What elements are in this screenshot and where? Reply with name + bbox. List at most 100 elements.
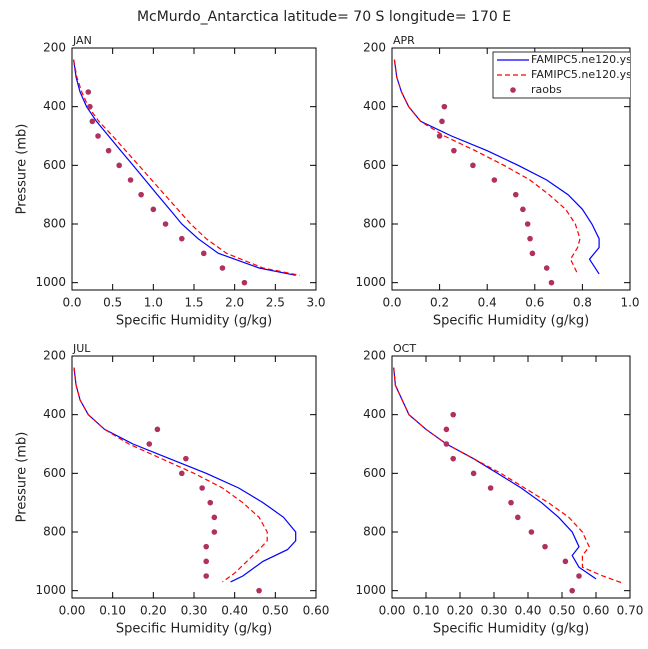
raob-point	[548, 279, 555, 286]
x-tick-label: 0.0	[382, 296, 401, 310]
x-tick-label: 0.30	[481, 604, 508, 618]
raob-point	[85, 89, 92, 95]
y-tick-label: 600	[43, 466, 66, 480]
raob-point	[150, 206, 157, 213]
raob-point	[470, 470, 477, 477]
y-tick-label: 600	[363, 158, 386, 172]
raob-point	[436, 133, 443, 139]
raob-point	[576, 573, 582, 579]
raob-point	[512, 191, 519, 198]
x-tick-label: 0.30	[181, 604, 208, 618]
raob-point	[203, 558, 209, 565]
legend-label: FAMIPC5.ne120.ys	[531, 68, 632, 81]
x-axis-label: Specific Humidity (g/kg)	[433, 314, 589, 329]
profile-line	[73, 367, 297, 583]
raob-point	[203, 573, 209, 579]
raob-point	[127, 177, 134, 183]
y-tick-label: 800	[363, 217, 386, 231]
x-axis-label: Specific Humidity (g/kg)	[433, 622, 589, 637]
raob-point	[450, 455, 457, 462]
plot-frame	[391, 47, 631, 291]
x-tick-label: 2.5	[266, 296, 285, 310]
y-tick-label: 400	[43, 99, 66, 113]
raob-point	[116, 162, 122, 169]
plot-frame	[71, 47, 317, 291]
raob-point	[211, 514, 218, 521]
plot-frame	[391, 355, 631, 599]
y-axis-label: Pressure (mb)	[15, 124, 30, 215]
y-tick-label: 800	[43, 525, 66, 539]
panel: OCT 200 400 600 800 1000 0.00 0.10 0.20 0.30 0.40 0…	[355, 342, 643, 637]
y-tick-label: 1000	[35, 583, 66, 597]
legend: FAMIPC5.ne120.ys FAMIPC5.ne120.ys raobs	[492, 51, 632, 99]
raob-point	[443, 441, 450, 447]
legend-label: raobs	[531, 83, 562, 96]
x-tick-label: 0.20	[140, 604, 167, 618]
y-tick-label: 200	[43, 349, 66, 363]
raob-point	[95, 133, 101, 139]
panel: APR 200 400 600 800 1000 0.0 0.2 0.4 0.6 0.8 1.0 Spe…	[355, 34, 639, 329]
raob-point	[520, 206, 526, 213]
raob-point	[146, 441, 153, 447]
x-tick-label: 0.60	[583, 604, 610, 618]
profile-line	[393, 367, 624, 584]
y-tick-label: 1000	[355, 275, 386, 289]
raob-point	[219, 265, 226, 271]
x-tick-label: 0.0	[62, 296, 81, 310]
x-tick-label: 0.50	[549, 604, 576, 618]
raob-point	[529, 250, 536, 257]
raob-point	[203, 543, 209, 550]
raob-point	[528, 529, 535, 535]
x-tick-label: 1.0	[620, 296, 639, 310]
y-tick-label: 400	[363, 407, 386, 421]
raob-point	[211, 529, 218, 535]
raob-point	[543, 265, 550, 271]
raob-point	[138, 191, 144, 198]
raob-point	[183, 455, 189, 462]
raob-point	[89, 118, 96, 125]
raob-point	[491, 177, 498, 183]
raob-point	[241, 279, 248, 286]
x-tick-label: 0.10	[413, 604, 440, 618]
x-tick-label: 0.5	[103, 296, 122, 310]
raob-point	[487, 485, 494, 491]
raob-point	[207, 499, 214, 506]
x-tick-label: 0.40	[515, 604, 542, 618]
y-tick-label: 600	[43, 158, 66, 172]
x-tick-label: 0.70	[617, 604, 644, 618]
x-tick-label: 0.50	[262, 604, 289, 618]
raob-point	[451, 147, 457, 154]
y-tick-label: 1000	[355, 583, 386, 597]
panel: JAN 200 400 600 800 1000 0.0 0.5 1.0 1.5 2.0 2.5 3.0…	[15, 34, 326, 329]
raob-point	[524, 221, 531, 227]
panel-label: JAN	[72, 34, 92, 47]
x-tick-label: 2.0	[225, 296, 244, 310]
profile-line	[393, 367, 597, 580]
x-tick-label: 0.20	[447, 604, 474, 618]
raob-point	[542, 543, 548, 550]
legend-label: FAMIPC5.ne120.ys	[531, 53, 632, 66]
raob-point	[199, 485, 205, 491]
y-tick-label: 800	[363, 525, 386, 539]
panel-label: APR	[393, 34, 415, 47]
profile-line	[393, 59, 581, 275]
x-tick-label: 0.8	[573, 296, 592, 310]
y-tick-label: 400	[363, 99, 386, 113]
figure-title: McMurdo_Antarctica latitude= 70 S longit…	[137, 9, 511, 25]
plot-frame	[71, 355, 317, 599]
raob-point	[441, 103, 448, 110]
profile-line	[73, 59, 300, 276]
x-tick-label: 0.4	[478, 296, 497, 310]
raob-point	[569, 587, 575, 594]
raob-point	[443, 426, 450, 433]
raob-point	[179, 235, 185, 242]
raob-point	[154, 426, 161, 433]
raob-point	[562, 558, 569, 565]
raob-point	[162, 221, 169, 227]
x-tick-label: 0.6	[525, 296, 544, 310]
profile-line	[73, 59, 296, 276]
x-tick-label: 0.40	[221, 604, 248, 618]
raob-point	[527, 235, 533, 242]
x-tick-label: 0.2	[430, 296, 449, 310]
y-tick-label: 600	[363, 466, 386, 480]
